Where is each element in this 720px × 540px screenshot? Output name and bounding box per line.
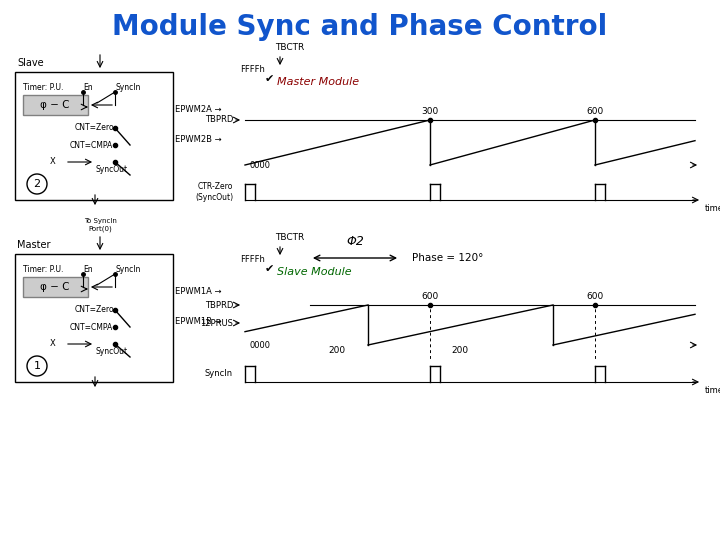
- Text: X: X: [50, 340, 55, 348]
- Text: 0000: 0000: [250, 341, 271, 349]
- Text: X: X: [50, 158, 55, 166]
- Text: Φ2: Φ2: [346, 235, 364, 248]
- Text: FFFFh: FFFFh: [240, 255, 265, 264]
- Circle shape: [27, 356, 47, 376]
- Text: 300: 300: [421, 107, 438, 116]
- Text: SyncIn: SyncIn: [205, 369, 233, 379]
- Text: TBPRD: TBPRD: [204, 300, 233, 309]
- Bar: [23, 95, 88, 115]
- Text: FFFFh: FFFFh: [240, 65, 265, 74]
- Text: time: time: [705, 386, 720, 395]
- Text: φ − C: φ − C: [40, 282, 70, 292]
- Text: CTR-Zero
(SyncOut): CTR-Zero (SyncOut): [195, 183, 233, 202]
- Text: EPWM1A →: EPWM1A →: [175, 287, 222, 296]
- Text: CNT=Zero: CNT=Zero: [75, 306, 114, 314]
- Text: 200: 200: [328, 346, 346, 355]
- Circle shape: [27, 174, 47, 194]
- Text: EPWM1B →: EPWM1B →: [175, 318, 222, 327]
- Text: 12PRUS: 12PRUS: [200, 319, 233, 327]
- Text: CNT=Zero: CNT=Zero: [75, 124, 114, 132]
- Text: SyncIn: SyncIn: [115, 83, 140, 91]
- Bar: [23, 277, 88, 297]
- Text: EPWM2B →: EPWM2B →: [175, 136, 222, 145]
- Bar: [15, 72, 173, 200]
- Text: Master Module: Master Module: [277, 77, 359, 87]
- Text: ✔: ✔: [265, 74, 274, 84]
- Text: Master: Master: [17, 240, 50, 250]
- Text: SyncOut: SyncOut: [95, 165, 127, 174]
- Text: φ − C: φ − C: [40, 100, 70, 110]
- Text: Timer: P.U.: Timer: P.U.: [23, 83, 63, 91]
- Text: 600: 600: [586, 107, 603, 116]
- Text: EPWM2A →: EPWM2A →: [175, 105, 222, 114]
- Text: Phase = 120°: Phase = 120°: [412, 253, 483, 263]
- Text: En: En: [83, 265, 93, 273]
- Text: To SyncIn
Port(0): To SyncIn Port(0): [84, 219, 117, 232]
- Text: time: time: [705, 204, 720, 213]
- Text: ✔: ✔: [265, 264, 274, 274]
- Text: 200: 200: [451, 346, 469, 355]
- Text: Module Sync and Phase Control: Module Sync and Phase Control: [112, 13, 608, 41]
- Text: En: En: [83, 83, 93, 91]
- Text: TBCTR: TBCTR: [275, 43, 305, 52]
- Text: CNT=CMPA: CNT=CMPA: [70, 140, 113, 150]
- Text: TBCTR: TBCTR: [275, 233, 305, 242]
- Text: CNT=CMPA: CNT=CMPA: [70, 322, 113, 332]
- Text: 0000: 0000: [250, 160, 271, 170]
- Text: SyncIn: SyncIn: [115, 265, 140, 273]
- Text: 600: 600: [421, 292, 438, 301]
- Text: 600: 600: [586, 292, 603, 301]
- Text: 2: 2: [33, 179, 40, 189]
- Text: Slave: Slave: [17, 58, 44, 68]
- Text: Timer: P.U.: Timer: P.U.: [23, 265, 63, 273]
- Text: TBPRD: TBPRD: [204, 116, 233, 125]
- Text: Slave Module: Slave Module: [277, 267, 351, 277]
- Bar: [15, 254, 173, 382]
- Text: 1: 1: [34, 361, 40, 371]
- Text: SyncOut: SyncOut: [95, 348, 127, 356]
